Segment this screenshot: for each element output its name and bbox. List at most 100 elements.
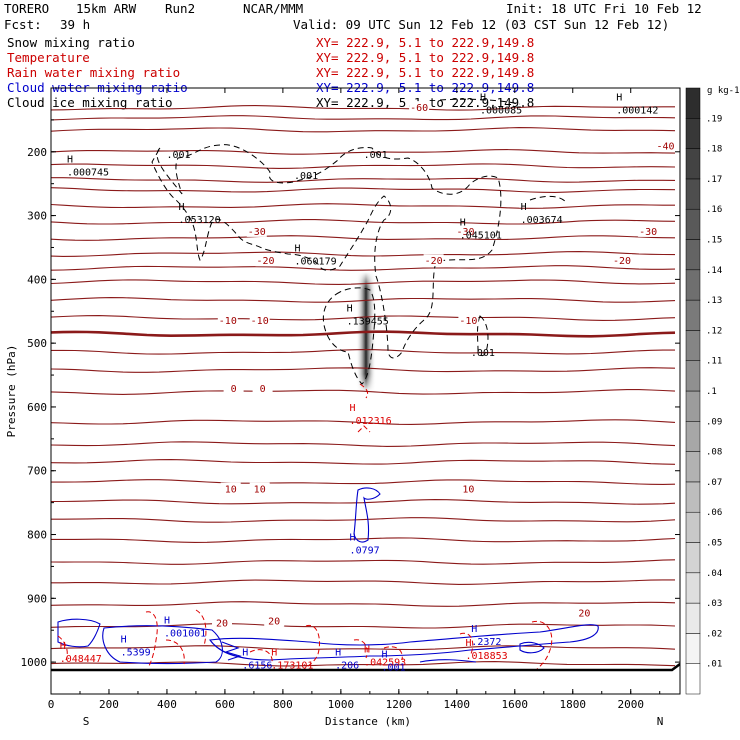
maximum-value-label: .139455 — [347, 317, 389, 328]
maximum-h-marker: H — [364, 644, 370, 655]
maximum-value-label: .000142 — [616, 106, 658, 117]
temp-label-bg — [264, 614, 285, 627]
snow-contour-top-right — [529, 195, 567, 203]
maximum-h-marker: H — [616, 93, 622, 104]
maximum-value-label: .048447 — [60, 654, 102, 665]
colorbar-tick-label: .19 — [706, 114, 722, 124]
snow-contour-value-label: .001 — [166, 150, 190, 161]
temperature-contour-label: -20 — [256, 256, 274, 267]
snow-contours — [151, 98, 567, 385]
colorbar-tick-label: .16 — [706, 205, 722, 215]
isotherm — [51, 177, 676, 183]
temp-label-bg — [220, 482, 241, 495]
temperature-contour-label: -40 — [656, 141, 674, 152]
field-name-snow: Snow mixing ratio — [7, 35, 135, 50]
isotherm — [51, 661, 676, 667]
cloud-water-low-3 — [209, 624, 599, 661]
isotherm — [51, 315, 676, 321]
snow-contour-core — [322, 287, 376, 385]
rain-contour-11 — [357, 425, 371, 433]
x-tick-label: 1400 — [444, 698, 471, 711]
isotherm — [51, 499, 676, 505]
rain-contour-7 — [383, 646, 403, 661]
x-tick-label: 800 — [273, 698, 293, 711]
rain-contour-6 — [353, 639, 368, 659]
plot-frame — [50, 87, 681, 695]
temp-label-bg — [638, 224, 659, 237]
temperature-contour-label: -10 — [251, 316, 269, 327]
colorbar-segment — [685, 542, 701, 574]
temp-label-bg — [423, 254, 444, 267]
maximum-h-marker: H — [480, 93, 486, 104]
colorbar-tick-label: .13 — [706, 296, 722, 306]
field-name-temperature: Temperature — [7, 50, 90, 65]
isotherm — [51, 559, 676, 565]
maximum-h-marker: H — [60, 641, 66, 652]
rain-contour-2 — [165, 639, 185, 665]
colorbar-tick-label: .12 — [706, 326, 722, 336]
colorbar-segment — [685, 87, 701, 119]
cloud-water-low-5 — [519, 641, 545, 654]
temp-label-bg — [255, 254, 276, 267]
cloud-water-low-2 — [102, 625, 223, 665]
cloud-water-low-4 — [221, 641, 242, 661]
colorbar-tick-label: .03 — [706, 599, 722, 609]
colorbar-segment — [685, 390, 701, 422]
x-tick-label: 1200 — [386, 698, 413, 711]
x-tick-label: 1000 — [328, 698, 355, 711]
colorbar-tick-label: .18 — [706, 145, 722, 155]
org-label: NCAR/MMM — [243, 1, 303, 16]
south-label: S — [83, 715, 90, 728]
snow-contour-top-left — [439, 98, 521, 105]
x-tick-label: 1600 — [502, 698, 529, 711]
maximum-h-marker: H — [350, 403, 356, 414]
maximum-value-label: .042593 — [364, 657, 406, 668]
x-tick-label: 0 — [48, 698, 55, 711]
temperature-contour-label: 20 — [216, 619, 228, 630]
snow-contour-upper-left — [151, 144, 502, 359]
y-tick-label: 600 — [27, 401, 47, 414]
rain-contour-8 — [459, 632, 474, 657]
fcst-value: 39 h — [60, 17, 90, 32]
temperature-contour-label: -30 — [456, 227, 474, 238]
snow-contour-value-label: .001 — [364, 150, 388, 161]
colorbar-segment — [685, 481, 701, 513]
x-tick-label: 400 — [157, 698, 177, 711]
temperature-contour-label: -10 — [219, 316, 237, 327]
isotherm — [51, 279, 676, 285]
temperature-contour-label: -60 — [410, 103, 428, 114]
temperature-contour-label: 10 — [462, 485, 474, 496]
y-axis-title: Pressure (hPa) — [5, 345, 18, 438]
run-label: Run2 — [165, 1, 195, 16]
rain-contour-west — [57, 635, 68, 661]
field-xy-snow: XY= 222.9, 5.1 to 222.9,149.8 — [316, 35, 534, 50]
isotherm — [51, 115, 676, 121]
maximum-h-marker: H — [335, 647, 341, 658]
colorbar-segment — [685, 360, 701, 392]
colorbar-segment — [685, 118, 701, 149]
colorbar-tick-label: .09 — [706, 417, 722, 427]
temp-label-bg — [574, 606, 595, 619]
init-time: Init: 18 UTC Fri 10 Feb 12 — [506, 1, 702, 16]
temp-label-bg — [212, 616, 233, 629]
colorbar-tick-label: .05 — [706, 539, 722, 549]
colorbar-segment — [685, 299, 701, 331]
isotherm — [51, 297, 676, 303]
colorbar-segment — [685, 148, 701, 180]
field-legend: Snow mixing ratio XY= 222.9, 5.1 to 222.… — [7, 35, 534, 110]
valid-time: Valid: 09 UTC Sun 12 Feb 12 (03 CST Sun … — [293, 17, 669, 32]
temperature-contour-label: 10 — [254, 485, 266, 496]
temp-label-bg — [409, 101, 430, 114]
isotherm — [51, 367, 676, 373]
maximum-h-marker: H — [121, 635, 127, 646]
maximum-h-marker: H — [242, 647, 248, 658]
rain-contour-5 — [303, 624, 320, 671]
maximum-value-label: .000085 — [480, 106, 522, 117]
model-name: TORERO — [4, 1, 49, 16]
snow-contour-value-label: .001 — [471, 348, 495, 359]
temperature-contour-label: 0 — [231, 384, 237, 395]
maximum-h-marker: H — [521, 202, 527, 213]
maximum-h-marker: H — [381, 649, 387, 660]
cloud-water-mid — [353, 487, 381, 543]
maximum-value-label: .206 — [335, 660, 359, 671]
